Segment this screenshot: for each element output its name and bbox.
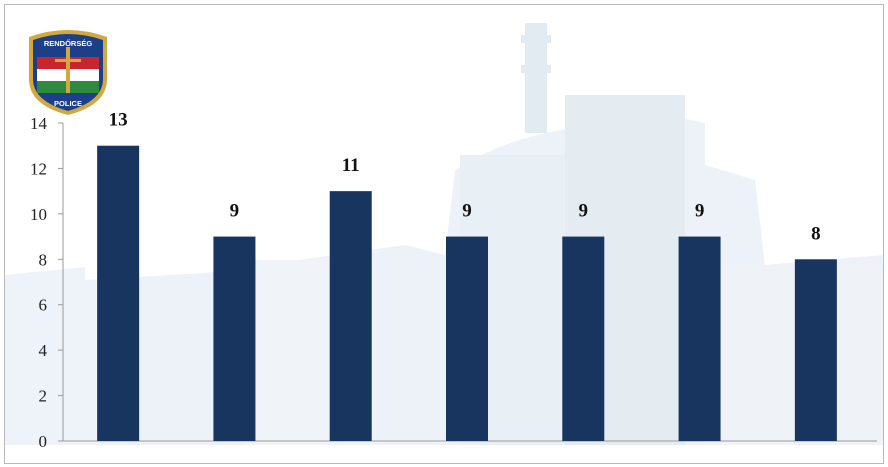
bar-value-label: 8 <box>811 223 821 244</box>
axes: 0 2 4 6 8 10 12 14 <box>30 114 877 451</box>
bar <box>794 259 837 441</box>
y-tick-label: 4 <box>39 341 48 360</box>
bars-group <box>97 145 837 441</box>
bar-value-label: 11 <box>342 155 360 176</box>
bar <box>213 236 256 441</box>
badge-top-text: RENDŐRSÉG <box>44 39 93 48</box>
bar-value-label: 9 <box>695 201 705 222</box>
bar-chart: 0 2 4 6 8 10 12 14 13 9 11 9 9 9 8 <box>5 23 883 451</box>
bar <box>446 236 488 441</box>
y-tick-label: 0 <box>39 432 48 451</box>
badge-bottom-text: POLICE <box>54 99 82 108</box>
bar <box>562 236 605 441</box>
y-tick-label: 12 <box>30 159 47 178</box>
bar <box>678 236 721 441</box>
bar-value-label: 9 <box>230 201 240 222</box>
y-tick-label: 10 <box>30 205 47 224</box>
data-labels-group: 13 9 11 9 9 9 8 <box>109 110 821 245</box>
y-tick-label: 2 <box>39 387 48 406</box>
bar <box>329 191 372 441</box>
bar <box>97 145 140 441</box>
y-tick-label: 6 <box>39 296 48 315</box>
bar-value-label: 9 <box>462 201 472 222</box>
chart-frame: 0 2 4 6 8 10 12 14 13 9 11 9 9 9 8 RENDŐRSÉG POLICE <box>4 4 884 464</box>
police-badge-logo: RENDŐRSÉG POLICE <box>29 30 107 115</box>
bar-value-label: 9 <box>579 201 589 222</box>
bar-value-label: 13 <box>109 110 128 131</box>
y-tick-label: 14 <box>30 114 48 133</box>
y-tick-label: 8 <box>39 250 48 269</box>
